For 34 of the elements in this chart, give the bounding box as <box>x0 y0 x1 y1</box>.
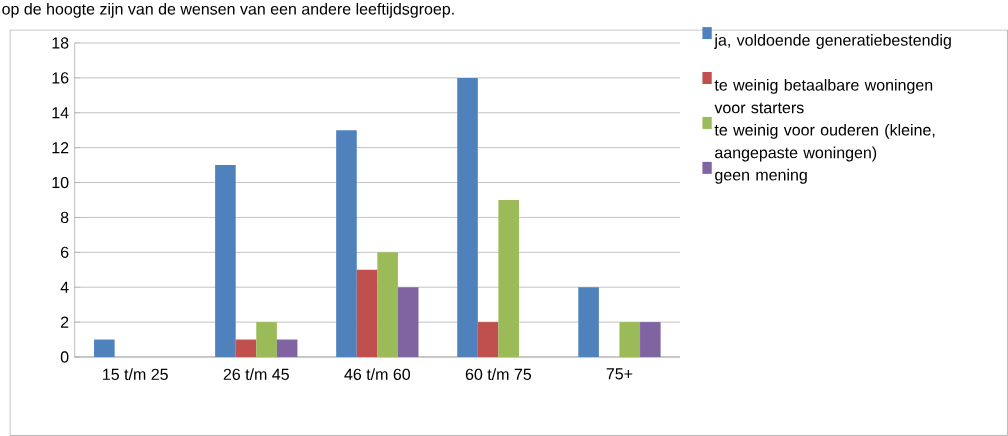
x-tick-label: 60 t/m 75 <box>465 368 532 381</box>
bar <box>619 322 641 357</box>
bar <box>377 252 398 357</box>
bar <box>457 77 478 357</box>
y-tick-label: 8 <box>60 211 69 224</box>
x-tick-label: 26 t/m 45 <box>223 368 289 381</box>
bar <box>498 199 519 357</box>
legend-label: geen mening <box>715 168 807 184</box>
bar <box>215 165 236 357</box>
bar <box>336 130 357 357</box>
bar <box>94 339 115 357</box>
y-tick-label: 14 <box>52 107 69 119</box>
y-tick-label: 0 <box>60 351 69 363</box>
y-tick-label: 12 <box>52 142 69 154</box>
bar <box>578 287 599 357</box>
x-tick-label: 75+ <box>606 368 633 380</box>
bar <box>356 269 378 357</box>
x-tick-label: 46 t/m 60 <box>344 368 411 381</box>
bar <box>397 287 419 357</box>
y-tick-label: 4 <box>60 281 69 293</box>
y-tick-label: 2 <box>60 316 69 328</box>
legend-label: ja, voldoende generatiebestendig <box>714 34 951 49</box>
x-tick-label: 15 t/m 25 <box>103 368 168 381</box>
legend-label: te weinig voor ouderen (kleine, aangepaste woningen) <box>714 123 935 162</box>
y-tick-label: 18 <box>52 37 69 49</box>
bar <box>256 322 277 357</box>
bar <box>640 322 661 357</box>
y-tick-label: 16 <box>52 72 69 84</box>
bar <box>276 339 298 357</box>
text: op de hoogte zijn van de wensen van een andere leeftijdsgroep. <box>2 2 454 18</box>
bar <box>235 339 257 357</box>
bar <box>477 322 499 357</box>
y-tick-label: 10 <box>52 176 69 189</box>
y-tick-label: 6 <box>61 246 69 258</box>
